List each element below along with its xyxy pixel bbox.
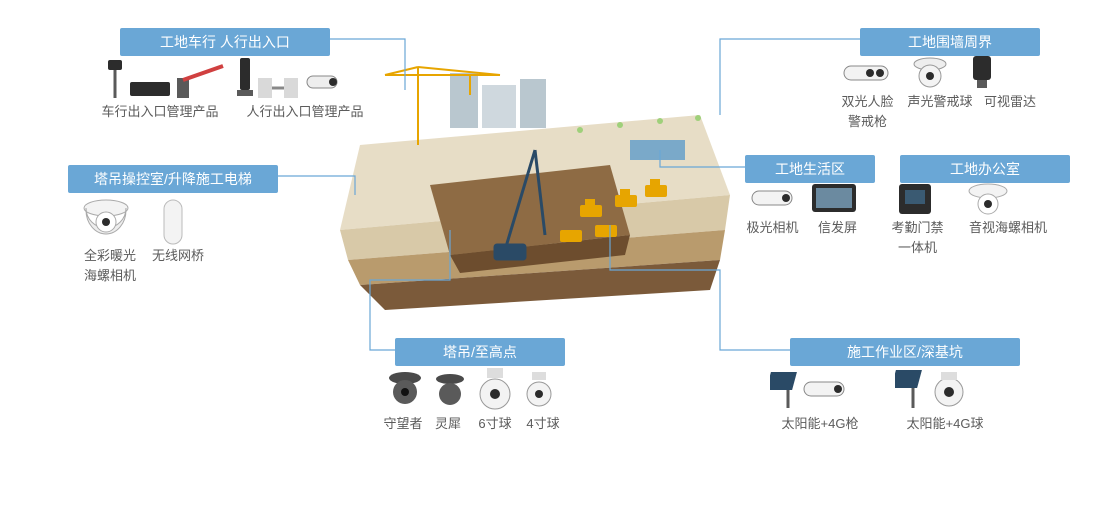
label-signage: 信发屏 (810, 218, 865, 238)
device-alarm-ptz-icon (910, 56, 950, 90)
banner-living: 工地生活区 (745, 155, 875, 183)
label-lingxi: 灵犀 (428, 414, 468, 434)
label-audiocam: 音视海螺相机 (958, 218, 1058, 238)
device-wireless-bridge-icon (160, 198, 186, 246)
device-attendance-terminal-icon (895, 182, 935, 216)
device-barrier-gate-icon (175, 60, 225, 98)
label-alarm-ball: 声光警戒球 (900, 92, 980, 112)
label-vehicle-gate: 车行出入口管理产品 (85, 102, 235, 122)
device-turnstile-icon (258, 68, 298, 98)
banner-perimeter: 工地围墙周界 (860, 28, 1040, 56)
label-bridge: 无线网桥 (148, 246, 208, 266)
device-kiosk-icon (235, 58, 255, 98)
label-attend: 考勤门禁 一体机 (880, 218, 955, 257)
device-aurora-cam-icon (748, 186, 798, 210)
diagram-root: { "canvas":{"w":1100,"h":510,"bg":"#ffff… (0, 0, 1100, 510)
device-signage-screen-icon (810, 182, 858, 214)
device-nvr-box-icon (130, 82, 170, 98)
label-warm-cam: 全彩暖光 海螺相机 (70, 246, 150, 285)
device-dome-cam-icon (80, 198, 132, 240)
label-dual-face: 双光人脸 警戒枪 (830, 92, 905, 131)
device-pole-cam-icon (100, 58, 130, 98)
banner-crane-room: 塔吊操控室/升降施工电梯 (68, 165, 278, 193)
device-4inch-ball-icon (522, 372, 556, 410)
banner-work: 施工作业区/深基坑 (790, 338, 1020, 366)
device-6inch-ball-icon (475, 368, 515, 412)
label-ped-gate: 人行出入口管理产品 (230, 102, 380, 122)
banner-tower: 塔吊/至高点 (395, 338, 565, 366)
label-aurora: 极光相机 (740, 218, 805, 238)
device-radar-icon (965, 54, 999, 90)
banner-entrance: 工地车行 人行出入口 (120, 28, 330, 56)
label-solar-gun: 太阳能+4G枪 (770, 414, 870, 434)
label-ball4: 4寸球 (518, 414, 568, 434)
banner-office: 工地办公室 (900, 155, 1070, 183)
device-lingxi-ptz-icon (432, 372, 468, 410)
label-watcher: 守望者 (378, 414, 428, 434)
device-solar-ball-icon (895, 366, 975, 412)
device-watcher-ptz-icon (385, 370, 425, 410)
label-radar: 可视雷达 (975, 92, 1045, 112)
device-dual-lens-gun-icon (840, 60, 895, 86)
device-solar-gun-icon (770, 368, 850, 412)
device-audio-dome-icon (965, 182, 1011, 218)
device-bullet-cam-1-icon (303, 70, 343, 94)
label-ball6: 6寸球 (470, 414, 520, 434)
label-solar-ball: 太阳能+4G球 (895, 414, 995, 434)
